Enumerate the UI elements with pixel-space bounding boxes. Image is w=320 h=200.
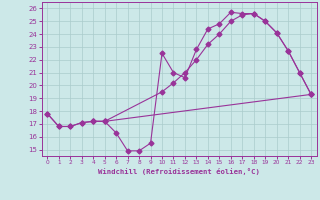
X-axis label: Windchill (Refroidissement éolien,°C): Windchill (Refroidissement éolien,°C): [98, 168, 260, 175]
